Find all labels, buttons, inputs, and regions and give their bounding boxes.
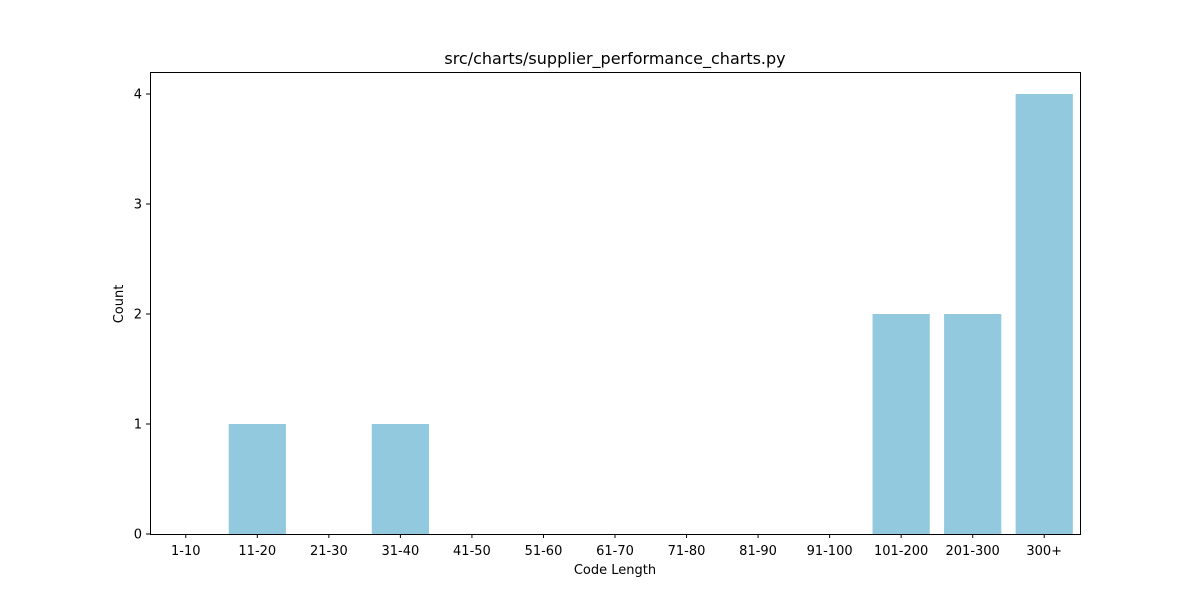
x-tick-label: 91-100: [807, 544, 853, 559]
bar-31-40: [371, 424, 429, 534]
x-tick-label: 51-60: [525, 544, 563, 559]
x-tick-label: 31-40: [381, 544, 419, 559]
x-tick-label: 61-70: [596, 544, 634, 559]
bars-group: [228, 94, 1073, 534]
y-tick-label: 0: [134, 528, 142, 543]
x-tick-label: 71-80: [668, 544, 706, 559]
bar-11-20: [228, 424, 286, 534]
x-tick-label: 1-10: [171, 544, 201, 559]
y-axis-ticks: 0 1 2 3 4: [134, 88, 150, 543]
chart-title: src/charts/supplier_performance_charts.p…: [444, 49, 785, 69]
x-tick-label: 21-30: [310, 544, 348, 559]
x-tick-label: 11-20: [238, 544, 276, 559]
y-tick-label: 3: [134, 198, 142, 213]
y-tick-label: 2: [134, 308, 142, 323]
x-tick-label: 201-300: [946, 544, 1000, 559]
y-tick-label: 4: [134, 88, 142, 103]
x-tick-label: 41-50: [453, 544, 491, 559]
x-axis-label: Code Length: [574, 563, 656, 578]
bar-201-300: [944, 314, 1002, 534]
x-tick-label: 300+: [1026, 544, 1062, 559]
bar-300+: [1015, 94, 1073, 534]
y-tick-label: 1: [134, 418, 142, 433]
x-axis-ticks: 1-10 11-20 21-30 31-40 41-50 51-60 61-70 71-80 8…: [171, 534, 1062, 559]
y-axis-label: Count: [112, 285, 127, 324]
bar-101-200: [872, 314, 930, 534]
x-tick-label: 81-90: [739, 544, 777, 559]
x-tick-label: 101-200: [874, 544, 928, 559]
axes-frame: [150, 72, 1081, 535]
